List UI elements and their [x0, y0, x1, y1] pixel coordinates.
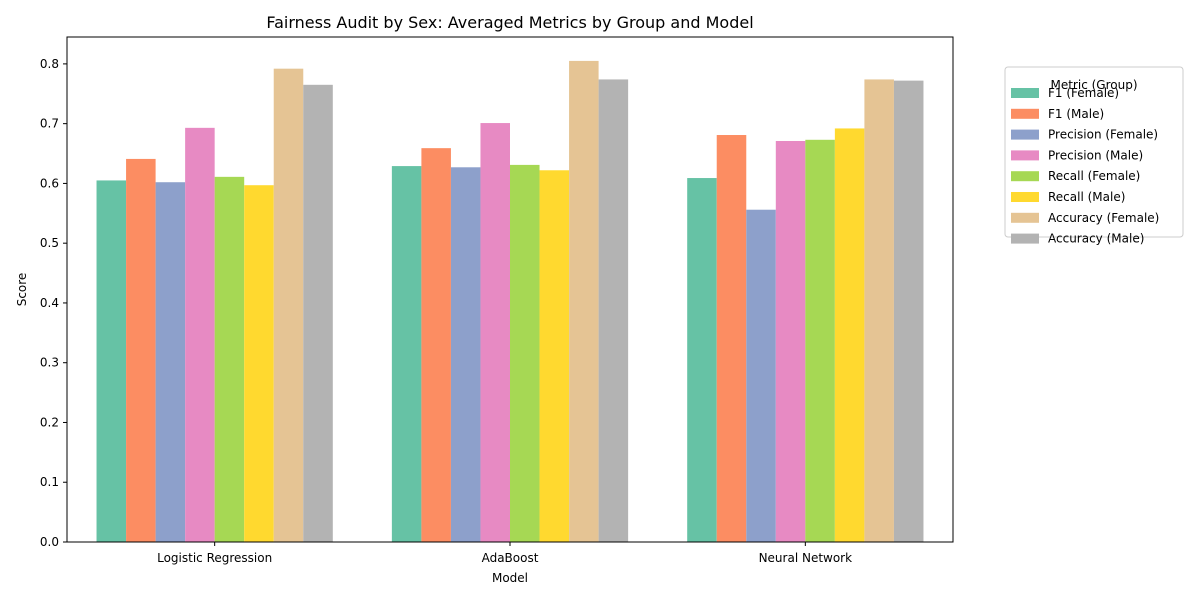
- legend-label: Precision (Female): [1048, 128, 1158, 142]
- y-tick-label: 0.7: [40, 117, 59, 131]
- bar-recall-male-adaboost: [539, 170, 570, 542]
- bar-accuracy-female-neural-network: [864, 79, 894, 543]
- bar-f1-female-logistic-regression: [96, 180, 127, 542]
- bars-group: [96, 60, 924, 543]
- y-tick-label: 0.3: [40, 356, 59, 370]
- legend-label: Accuracy (Male): [1048, 232, 1144, 246]
- plot-frame: [66, 36, 954, 543]
- y-tick-label: 0.1: [40, 475, 59, 489]
- bar-accuracy-male-logistic-regression: [303, 84, 333, 542]
- legend-label: Recall (Female): [1048, 169, 1140, 183]
- legend-swatch: [1011, 192, 1039, 202]
- bar-precision-male-logistic-regression: [185, 127, 215, 542]
- bar-precision-female-adaboost: [450, 167, 481, 542]
- bar-precision-male-neural-network: [775, 140, 806, 542]
- bar-recall-female-logistic-regression: [214, 176, 245, 542]
- chart-title: Fairness Audit by Sex: Averaged Metrics …: [266, 13, 753, 32]
- bar-recall-female-adaboost: [510, 164, 540, 542]
- bar-precision-male-adaboost: [480, 123, 510, 542]
- x-axis: Logistic Regression AdaBoost Neural Networ…: [157, 542, 852, 565]
- legend-swatch: [1011, 129, 1039, 140]
- legend-swatch: [1011, 233, 1039, 244]
- y-axis-label: Score: [15, 273, 29, 307]
- y-tick-label: 0.8: [40, 57, 59, 71]
- x-tick-label: Neural Network: [759, 551, 853, 565]
- legend-title: Metric (Group): [1050, 78, 1137, 92]
- y-tick-label: 0.5: [40, 236, 59, 250]
- bar-accuracy-male-neural-network: [893, 80, 924, 542]
- x-axis-label: Model: [492, 571, 528, 585]
- legend-swatch: [1011, 108, 1039, 119]
- legend: Metric (Group) F1 (Female) F1 (Male) Preci…: [1004, 66, 1184, 246]
- bar-accuracy-female-adaboost: [569, 60, 599, 542]
- legend-frame: [1004, 66, 1184, 238]
- legend-swatch: [1011, 88, 1039, 98]
- legend-label: Accuracy (Female): [1048, 211, 1159, 225]
- x-tick-label: AdaBoost: [482, 551, 539, 565]
- x-tick-label: Logistic Regression: [157, 551, 272, 565]
- y-tick-label: 0.2: [40, 415, 59, 429]
- y-tick-label: 0.6: [40, 176, 59, 190]
- bar-f1-male-logistic-regression: [126, 158, 156, 542]
- legend-label: Precision (Male): [1048, 148, 1143, 162]
- y-tick-label: 0.0: [40, 535, 59, 549]
- y-axis: 0.0 0.1 0.2 0.3 0.4 0.5 0.6 0.7 0.8: [40, 57, 67, 549]
- bar-recall-female-neural-network: [805, 139, 835, 542]
- bar-f1-male-adaboost: [421, 148, 451, 542]
- bar-precision-female-logistic-regression: [155, 182, 186, 542]
- bar-precision-female-neural-network: [746, 209, 776, 542]
- legend-swatch: [1011, 171, 1039, 182]
- bar-f1-male-neural-network: [716, 135, 747, 542]
- bar-accuracy-female-logistic-regression: [273, 68, 304, 542]
- bar-f1-female-adaboost: [391, 166, 422, 543]
- bar-recall-male-logistic-regression: [244, 185, 274, 542]
- legend-swatch: [1011, 212, 1039, 223]
- legend-swatch: [1011, 150, 1039, 161]
- bar-accuracy-male-adaboost: [598, 79, 629, 543]
- bar-f1-female-neural-network: [687, 178, 717, 542]
- legend-items: F1 (Female) F1 (Male) Precision (Female) Pr…: [1011, 86, 1159, 246]
- legend-label: F1 (Male): [1048, 107, 1104, 121]
- y-tick-label: 0.4: [40, 296, 59, 310]
- bar-recall-male-neural-network: [834, 128, 865, 542]
- legend-label: Recall (Male): [1048, 190, 1125, 204]
- legend-label: F1 (Female): [1048, 86, 1119, 100]
